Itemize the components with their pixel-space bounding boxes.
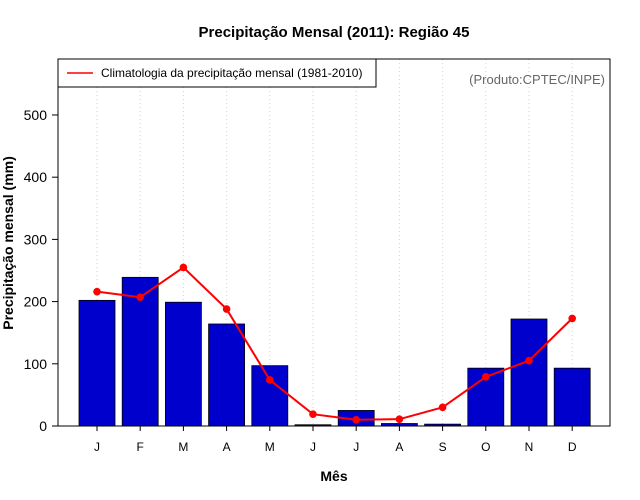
legend: Climatologia da precipitação mensal (198… [57,58,377,88]
climatology-point-6 [309,410,317,418]
x-tick-label: M [265,440,275,454]
climatology-point-9 [438,403,447,412]
x-tick-label: S [439,440,447,454]
climatology-point-2 [136,293,144,302]
legend-entry-climatology: Climatologia da precipitação mensal (198… [101,66,362,80]
climatology-line [96,266,573,421]
x-tick-label: O [481,440,490,454]
x-tick-label: A [223,440,231,454]
bar-5 [251,365,289,427]
bar-2 [121,276,159,427]
climatology-point-5 [266,376,274,384]
bar-3 [164,301,202,427]
climatology-point-12 [568,314,576,323]
climatology-point-7 [352,415,361,424]
x-tick-label: F [137,440,144,454]
x-tick-label: A [395,440,403,454]
x-tick-label: J [353,440,359,454]
y-tick-label: 0 [39,418,47,434]
credit-text: (Produto:CPTEC/INPE) [469,72,605,87]
y-tick-label: 300 [24,231,48,247]
y-tick-label: 200 [24,294,48,310]
climatology-series [93,263,576,424]
climatology-point-3 [179,263,188,272]
bar-11 [510,318,548,427]
x-tick-label: N [525,440,534,454]
climatology-point-8 [395,415,404,423]
x-axis-label: Mês [320,468,347,484]
bar-12 [553,367,591,427]
x-tick-label: M [178,440,188,454]
y-tick-label: 100 [24,356,48,372]
x-tick-label: J [94,440,100,454]
x-tick-label: J [310,440,316,454]
climatology-point-11 [525,356,533,365]
climatology-point-4 [222,305,231,313]
y-axis-label: Precipitação mensal (mm) [0,156,16,330]
climatology-point-10 [482,373,490,381]
y-tick-label: 400 [24,169,48,185]
bar-4 [208,323,246,427]
y-tick-label: 500 [24,107,48,123]
bar-1 [78,299,116,427]
axes: 0 100 200 300 400 500 J F M A M J J A S O N D [24,107,577,454]
legend-box [57,58,377,88]
chart-title: Precipitação Mensal (2011): Região 45 [199,24,470,41]
climatology-point-1 [93,287,101,296]
x-tick-label: D [568,440,577,454]
bar-series [78,276,591,427]
